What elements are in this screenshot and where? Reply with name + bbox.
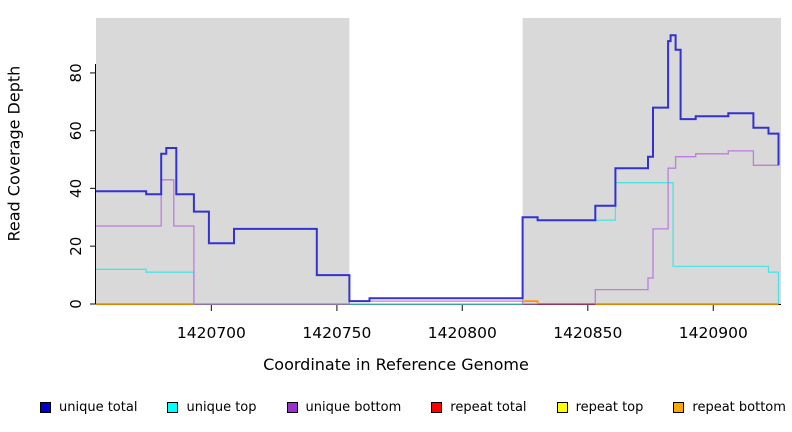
x-tick-label: 1420850 — [553, 324, 622, 342]
unique-bottom-swatch-icon — [286, 402, 298, 413]
repeat-top-swatch-icon — [556, 402, 568, 413]
shaded-region — [522, 18, 781, 304]
chart-legend: unique total unique top unique bottom repea… — [40, 400, 786, 415]
y-tick-label: 0 — [67, 299, 85, 309]
x-tick-label: 1420700 — [177, 324, 246, 342]
legend-label: repeat total — [450, 400, 527, 415]
y-tick-label: 80 — [67, 63, 85, 82]
legend-item-unique-bottom: unique bottom — [286, 400, 402, 415]
series-unique-bottom — [96, 150, 779, 305]
legend-label: unique total — [59, 400, 138, 415]
unique-top-swatch-icon — [167, 402, 179, 413]
legend-label: repeat top — [575, 400, 644, 415]
legend-label: unique bottom — [305, 400, 402, 415]
legend-item-unique-top: unique top — [167, 400, 257, 415]
legend-label: unique top — [186, 400, 257, 415]
y-tick-label: 20 — [67, 237, 85, 256]
legend-item-repeat-top: repeat top — [556, 400, 644, 415]
y-tick-label: 60 — [67, 121, 85, 140]
repeat-bottom-swatch-icon — [673, 402, 685, 413]
x-tick-label: 1420900 — [679, 324, 748, 342]
repeat-total-swatch-icon — [431, 402, 443, 413]
legend-label: repeat bottom — [692, 400, 786, 415]
x-tick-label: 1420800 — [428, 324, 497, 342]
series-repeat-bottom — [522, 300, 539, 304]
legend-item-repeat-total: repeat total — [431, 400, 527, 415]
legend-item-repeat-bottom: repeat bottom — [673, 400, 786, 415]
series-unique-total — [96, 34, 780, 303]
x-tick-label: 1420750 — [302, 324, 371, 342]
unique-total-swatch-icon — [40, 402, 51, 413]
y-axis-title: Read Coverage Depth — [4, 65, 24, 242]
x-axis-title: Coordinate in Reference Genome — [263, 355, 529, 374]
chart-canvas: 0 20 40 60 80 1420700 1420750 1420800 1420850 142… — [67, 18, 781, 342]
shaded-region — [96, 18, 350, 304]
y-tick-label: 40 — [67, 179, 85, 198]
legend-item-unique-total: unique total — [40, 400, 137, 415]
